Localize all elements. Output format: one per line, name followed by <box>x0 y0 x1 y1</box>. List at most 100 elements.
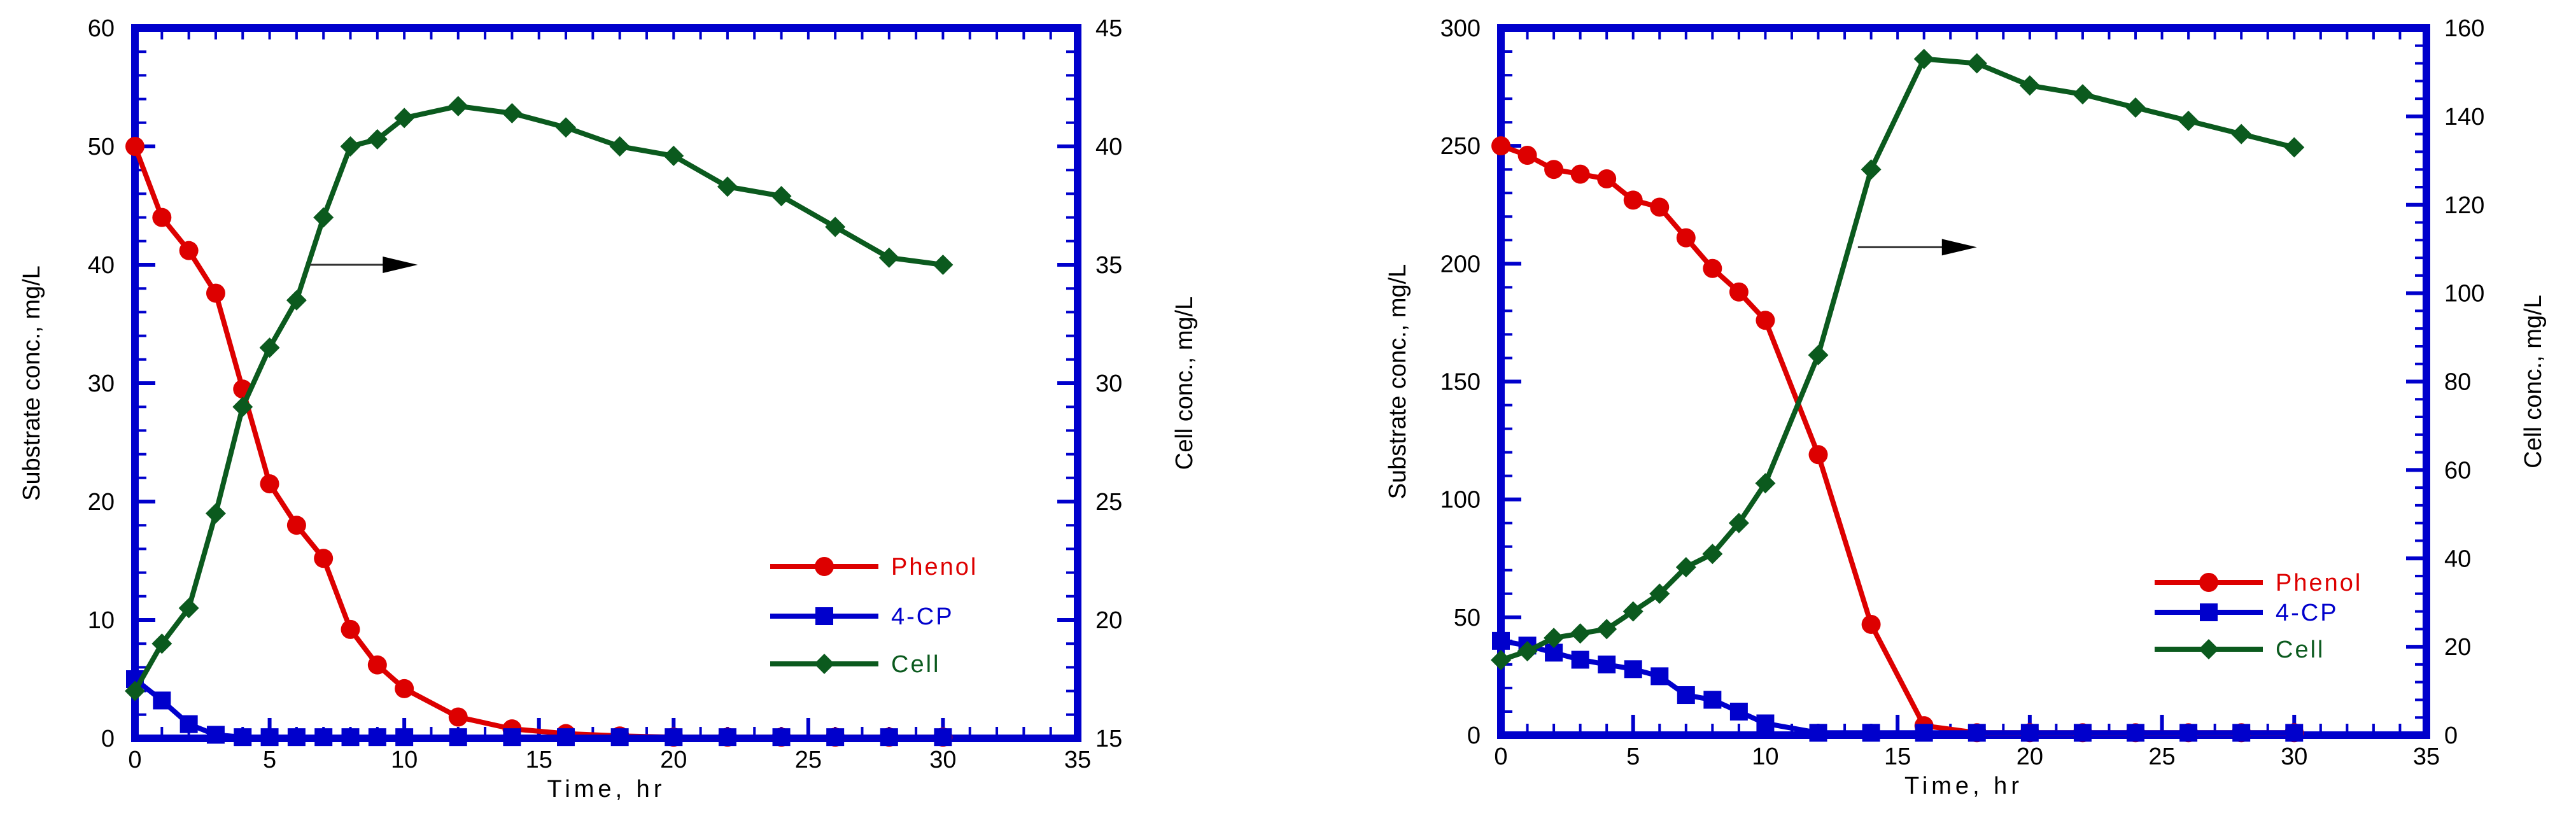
y-right-tick-label: 60 <box>2444 457 2471 484</box>
data-point <box>178 598 199 619</box>
data-point <box>179 241 199 260</box>
data-point <box>825 216 846 237</box>
data-point <box>1517 641 1538 662</box>
data-point <box>1491 649 1511 670</box>
data-point <box>367 655 387 675</box>
arrow-head-icon <box>1941 239 1977 256</box>
data-point <box>717 176 738 197</box>
series-cell <box>1491 48 2305 670</box>
series-line <box>1500 143 2295 736</box>
series-line <box>132 145 943 740</box>
data-point <box>1675 557 1696 578</box>
legend-label: Cell <box>891 651 940 678</box>
data-point <box>1624 660 1642 679</box>
data-point <box>1756 311 1775 330</box>
data-point <box>2125 97 2146 118</box>
chart-2: 0 5 10 15 20 25 30 3505010015020025030002040608… <box>1384 15 2547 799</box>
y-right-tick-label: 160 <box>2444 15 2484 42</box>
data-point <box>2179 724 2198 742</box>
x-tick-label: 15 <box>526 747 553 773</box>
data-point <box>1623 190 1643 210</box>
data-point <box>368 728 386 747</box>
data-point <box>314 549 334 568</box>
data-point <box>2020 724 2039 742</box>
data-point <box>1728 512 1749 533</box>
y-right-tick-label: 30 <box>1095 370 1122 397</box>
data-point <box>771 186 792 207</box>
data-point <box>1967 724 1986 742</box>
y-left-axis-title: Substrate conc., mg/L <box>18 265 45 501</box>
y-right-tick-label: 20 <box>1095 607 1122 634</box>
data-point <box>1650 667 1669 686</box>
data-point <box>772 728 791 747</box>
data-point <box>2285 724 2304 742</box>
data-point <box>287 728 306 747</box>
data-point <box>232 397 253 418</box>
data-point <box>1966 53 1987 74</box>
data-point <box>1729 702 1748 721</box>
series-line <box>1500 56 2295 663</box>
x-tick-label: 35 <box>2413 743 2440 770</box>
y-left-tick-label: 100 <box>1440 487 1481 514</box>
data-point <box>503 728 521 747</box>
legend: Phenol 4-CP Cell <box>2155 570 2362 663</box>
data-point <box>934 728 952 747</box>
y-right-tick-label: 40 <box>2444 545 2471 572</box>
x-tick-label: 0 <box>128 747 141 773</box>
y-right-tick-label: 25 <box>1095 489 1122 516</box>
minor-ticks <box>1500 27 2428 736</box>
y-left-tick-label: 20 <box>88 489 115 516</box>
data-point <box>557 728 575 747</box>
data-point <box>314 728 333 747</box>
x-tick-label: 10 <box>1752 743 1778 770</box>
data-point <box>179 715 198 733</box>
data-point <box>1650 197 1670 217</box>
series-4-cp <box>126 670 952 747</box>
data-point <box>447 95 468 116</box>
legend: Phenol 4-CP Cell <box>770 554 976 678</box>
data-point <box>341 619 360 639</box>
y-left-tick-label: 50 <box>88 134 115 160</box>
x-tick-label: 25 <box>2148 743 2175 770</box>
legend-label: Cell <box>2276 637 2325 663</box>
data-point <box>1677 686 1695 705</box>
x-tick-label: 25 <box>795 747 822 773</box>
data-point <box>1808 344 1829 365</box>
data-point <box>1649 583 1670 604</box>
data-point <box>234 728 252 747</box>
data-point <box>880 728 898 747</box>
data-point <box>206 283 225 303</box>
y-left-tick-label: 40 <box>88 252 115 279</box>
data-point <box>1491 136 1510 156</box>
data-point <box>1570 164 1590 184</box>
x-tick-label: 10 <box>391 747 418 773</box>
y-right-tick-label: 35 <box>1095 252 1122 279</box>
legend-label: 4-CP <box>2276 600 2339 626</box>
data-point <box>125 137 144 156</box>
data-point <box>1517 145 1537 165</box>
data-point <box>1492 631 1510 650</box>
legend-marker <box>2199 639 2219 659</box>
y-left-tick-label: 0 <box>101 726 115 752</box>
x-tick-label: 15 <box>1884 743 1911 770</box>
legend-marker <box>2200 603 2218 621</box>
data-point <box>152 208 172 227</box>
data-point <box>1861 614 1881 634</box>
legend-label: 4-CP <box>891 603 954 630</box>
data-point <box>367 129 388 150</box>
data-point <box>2231 123 2252 144</box>
legend-label: Phenol <box>2276 570 2362 596</box>
data-point <box>2019 75 2040 96</box>
y-right-tick-label: 45 <box>1095 15 1122 42</box>
data-point <box>502 102 523 123</box>
data-point <box>260 474 279 494</box>
data-point <box>1755 473 1776 494</box>
data-point <box>394 108 415 129</box>
y-right-tick-label: 100 <box>2444 281 2484 307</box>
x-tick-label: 30 <box>2281 743 2307 770</box>
data-point <box>2127 724 2145 742</box>
y-right-tick-label: 20 <box>2444 634 2471 661</box>
data-point <box>286 290 307 311</box>
